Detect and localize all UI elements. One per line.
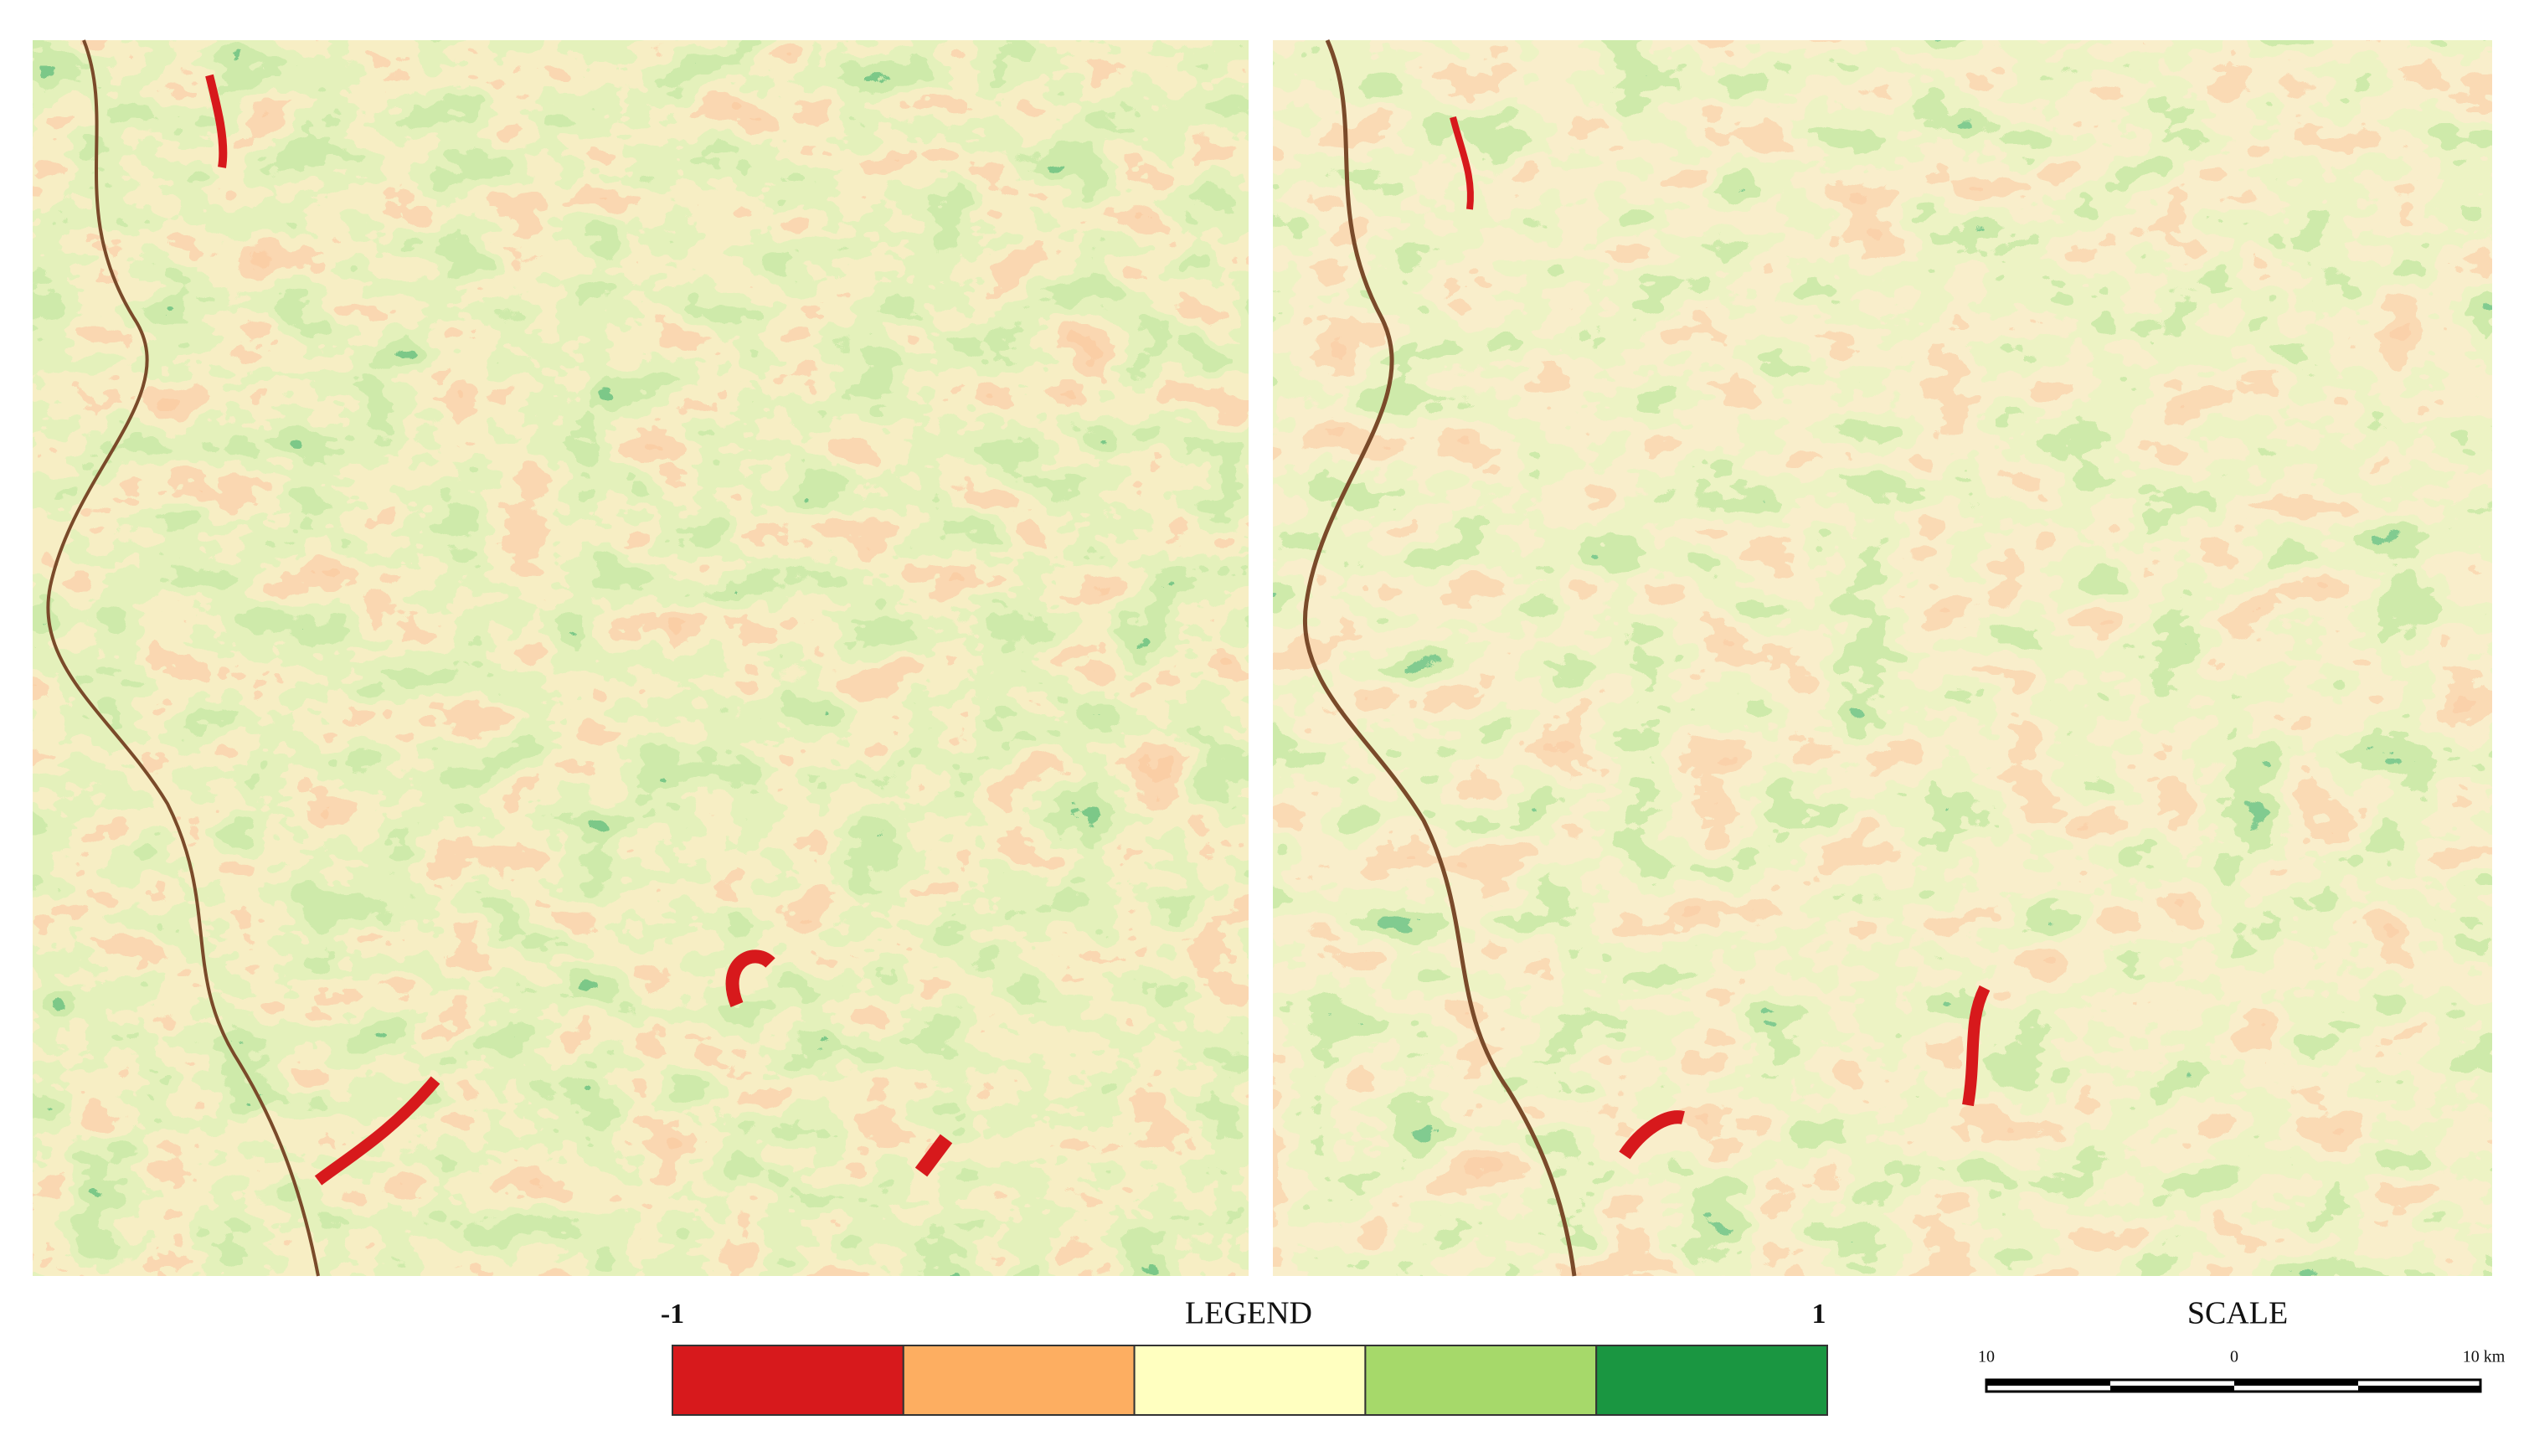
legend-min-label: -1 — [661, 1299, 684, 1330]
river — [1303, 39, 1577, 1277]
ndvi-map-right — [1273, 39, 2492, 1277]
water-body — [314, 1076, 440, 1186]
water-body — [725, 949, 775, 1007]
scale-title: SCALE — [2187, 1296, 2288, 1331]
river — [46, 39, 320, 1277]
scale-label: 10 — [1978, 1348, 1995, 1366]
legend-swatch — [902, 1345, 1136, 1416]
water-body — [1962, 985, 1991, 1107]
water-body — [1619, 1110, 1685, 1160]
water-body — [914, 1134, 953, 1177]
legend-swatch — [672, 1345, 904, 1416]
map-raster — [33, 40, 1249, 1276]
scale-label: 0 — [2230, 1348, 2238, 1366]
scale-segment — [1986, 1380, 2110, 1386]
scale-segment — [2234, 1380, 2358, 1386]
legend-swatch — [1364, 1345, 1598, 1416]
legend: -1 LEGEND 1 — [661, 1296, 1828, 1416]
scale-label: 10 km — [2463, 1348, 2506, 1366]
water-body — [205, 74, 228, 168]
water-body — [1450, 116, 1474, 210]
legend-swatch — [1133, 1345, 1367, 1416]
scale-segment — [2358, 1386, 2480, 1392]
legend-title: LEGEND — [1185, 1296, 1312, 1331]
ndvi-map-left — [33, 39, 1249, 1277]
scale-segment — [2110, 1386, 2234, 1392]
scale-bar: SCALE 10 0 10 km — [1978, 1296, 2506, 1393]
legend-max-label: 1 — [1812, 1299, 1826, 1330]
map-raster — [1273, 40, 2492, 1276]
legend-swatch — [1595, 1345, 1828, 1416]
